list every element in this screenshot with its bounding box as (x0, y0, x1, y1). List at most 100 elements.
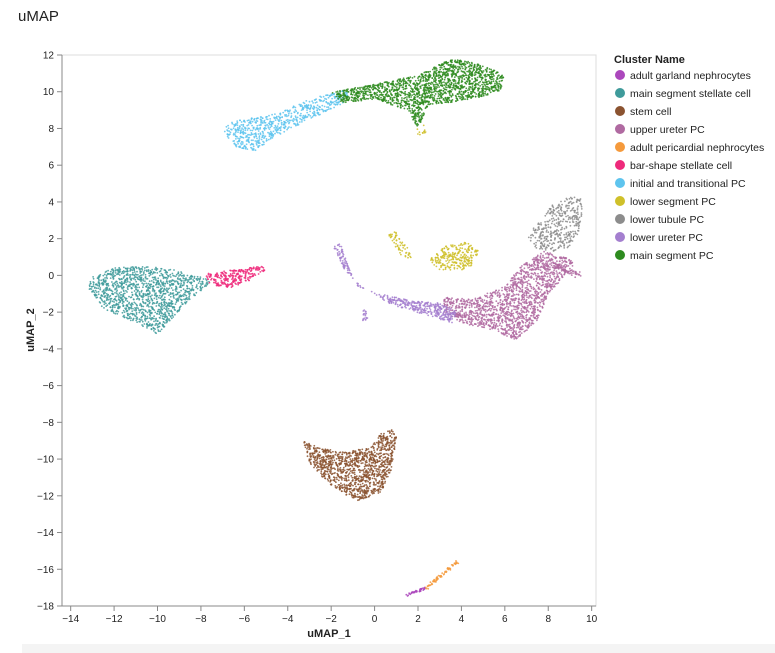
data-point (391, 441, 393, 444)
data-point (512, 293, 515, 295)
data-point (349, 490, 351, 493)
data-point (320, 96, 323, 98)
data-point (102, 274, 105, 277)
data-point (125, 283, 128, 286)
data-point (382, 456, 385, 459)
data-point (159, 285, 162, 288)
data-point (489, 320, 492, 323)
data-point (232, 280, 234, 283)
data-point (367, 486, 369, 489)
data-point (190, 281, 193, 284)
data-point (347, 476, 350, 479)
data-point (141, 319, 143, 321)
data-point (145, 277, 148, 280)
data-point (144, 276, 147, 278)
data-point (131, 266, 134, 268)
data-point (257, 267, 260, 270)
data-point (267, 131, 269, 134)
data-point (524, 306, 526, 309)
data-point (113, 275, 115, 277)
data-point (330, 102, 333, 104)
data-point (146, 325, 149, 328)
data-point (151, 290, 154, 292)
data-point (532, 310, 535, 313)
data-point (421, 587, 424, 590)
data-point (210, 278, 212, 281)
data-point (464, 319, 467, 322)
data-point (333, 472, 335, 475)
data-point (244, 279, 247, 282)
data-point (373, 487, 376, 490)
data-point (355, 485, 357, 488)
data-point (166, 277, 169, 280)
data-point (551, 273, 554, 275)
data-point (390, 457, 393, 459)
data-point (146, 284, 149, 287)
data-point (379, 457, 381, 460)
data-point (317, 453, 319, 456)
data-point (154, 319, 157, 322)
data-point (305, 444, 307, 446)
data-point (497, 328, 500, 330)
data-point (547, 253, 550, 255)
data-point (192, 289, 195, 292)
data-point (128, 276, 131, 279)
data-point (283, 130, 286, 133)
data-point (123, 311, 126, 313)
data-point (342, 471, 344, 473)
data-point (459, 310, 462, 312)
data-point (512, 305, 515, 307)
data-point (455, 304, 458, 307)
data-point (512, 332, 515, 334)
data-point (111, 281, 113, 283)
data-point (383, 461, 386, 464)
data-point (181, 303, 184, 306)
data-point (271, 120, 273, 123)
data-point (136, 289, 139, 292)
data-point (126, 267, 128, 270)
data-point (139, 268, 142, 270)
data-point (377, 440, 380, 442)
data-point (483, 309, 485, 311)
data-point (178, 306, 181, 309)
data-point (205, 275, 208, 277)
data-point (507, 306, 510, 309)
data-point (376, 447, 379, 450)
data-point (136, 270, 138, 273)
data-point (380, 476, 383, 478)
data-point (153, 315, 156, 318)
data-point (517, 278, 520, 281)
data-point (177, 272, 180, 275)
data-point (196, 287, 199, 290)
data-point (161, 315, 164, 318)
data-point (247, 276, 250, 279)
data-point (170, 301, 173, 304)
data-point (120, 272, 123, 275)
data-point (345, 453, 348, 456)
data-point (499, 316, 501, 319)
data-point (168, 314, 171, 316)
data-point (536, 258, 539, 260)
data-point (369, 481, 372, 484)
data-point (159, 297, 162, 300)
data-point (389, 462, 392, 464)
data-point (523, 281, 525, 284)
data-point (324, 450, 327, 453)
data-point (184, 289, 187, 292)
data-point (540, 289, 543, 291)
data-point (182, 282, 185, 284)
data-point (440, 575, 442, 577)
data-point (479, 304, 482, 307)
data-point (546, 284, 549, 287)
data-point (184, 302, 187, 305)
data-point (98, 285, 101, 288)
data-point (550, 264, 553, 267)
data-point (226, 129, 229, 132)
data-point (117, 273, 120, 276)
data-point (166, 282, 169, 285)
data-point (113, 301, 115, 303)
data-point (156, 310, 159, 313)
data-point (175, 280, 177, 282)
data-point (327, 106, 330, 109)
data-point (528, 295, 531, 298)
